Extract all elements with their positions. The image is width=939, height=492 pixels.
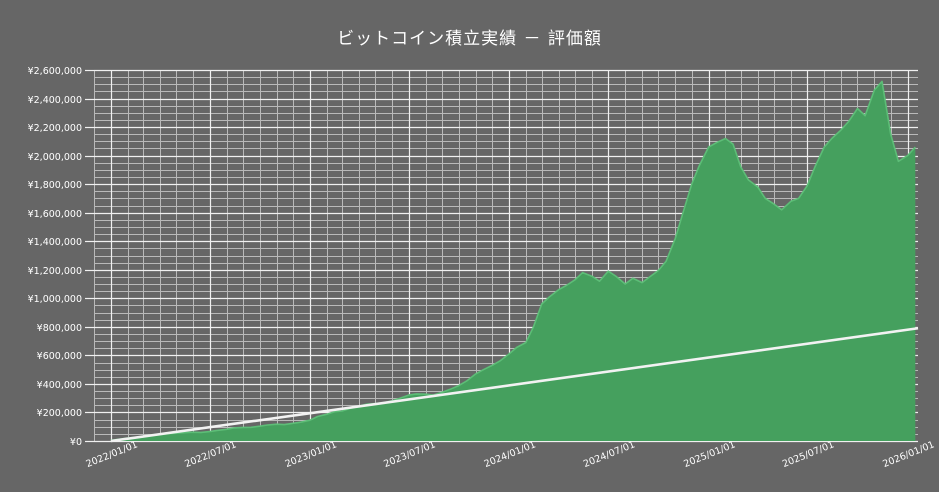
valuation-area-edge	[110, 80, 916, 442]
y-tick-label: ¥1,600,000	[28, 209, 82, 220]
x-tick-label: 2022/01/01	[85, 439, 140, 470]
x-tick-label: 2022/07/01	[183, 439, 238, 470]
y-tick-label: ¥200,000	[37, 408, 82, 419]
y-tick-label: ¥1,800,000	[28, 180, 82, 191]
x-tick-label: 2024/01/01	[483, 439, 538, 470]
x-axis-labels: 2022/01/01 2022/07/01 2023/01/01 2023/07/01…	[85, 439, 937, 470]
y-axis-labels: ¥0 ¥200,000 ¥400,000 ¥600,000 ¥800,000 ¥1,000…	[28, 66, 82, 448]
y-tick-label: ¥2,400,000	[28, 95, 82, 106]
y-tick-label: ¥0	[70, 437, 82, 448]
x-tick-label: 2023/07/01	[382, 439, 437, 470]
y-axis-ticks	[85, 69, 94, 443]
y-tick-label: ¥1,200,000	[28, 266, 82, 277]
series-valuation-area	[110, 80, 916, 442]
y-tick-label: ¥1,000,000	[28, 294, 82, 305]
y-tick-label: ¥2,000,000	[28, 152, 82, 163]
chart-title: ビットコイン積立実績 － 評価額	[337, 29, 602, 49]
valuation-area-fill	[110, 81, 916, 442]
principal-cost-line	[110, 326, 919, 443]
y-tick-label: ¥800,000	[37, 323, 82, 334]
y-tick-label: ¥400,000	[37, 380, 82, 391]
x-tick-label: 2023/01/01	[284, 439, 339, 470]
x-tick-label: 2025/07/01	[781, 439, 836, 470]
y-tick-label: ¥2,600,000	[28, 66, 82, 77]
y-tick-label: ¥600,000	[37, 351, 82, 362]
x-tick-label: 2025/01/01	[682, 439, 737, 470]
y-tick-label: ¥2,200,000	[28, 123, 82, 134]
x-tick-label: 2026/01/01	[881, 439, 936, 470]
series-principal-line	[110, 326, 919, 443]
x-tick-label: 2024/07/01	[582, 439, 637, 470]
y-tick-label: ¥1,400,000	[28, 237, 82, 248]
